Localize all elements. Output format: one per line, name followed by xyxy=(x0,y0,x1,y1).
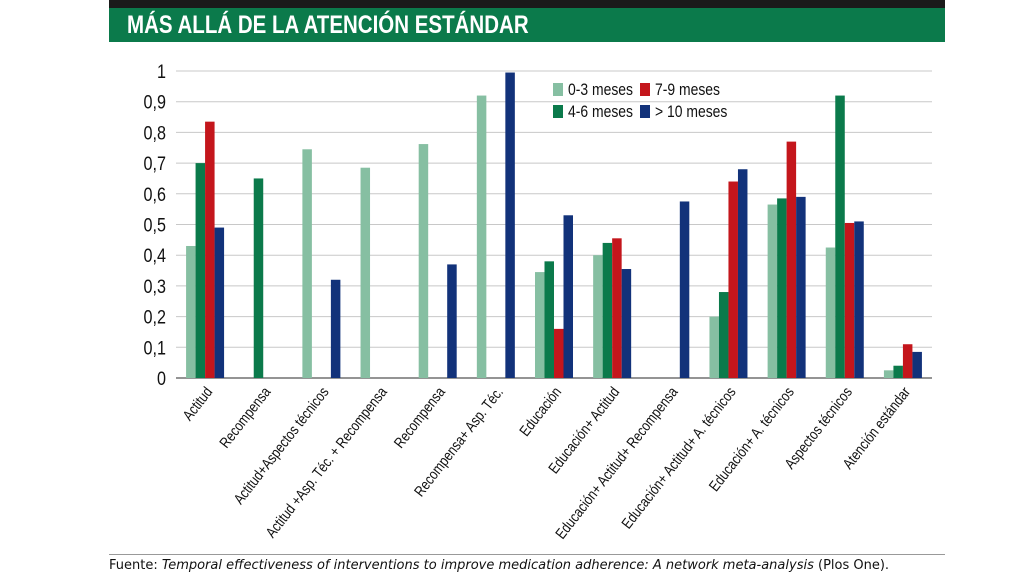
bar xyxy=(844,222,855,378)
bar xyxy=(554,328,564,378)
legend-swatch xyxy=(553,105,563,118)
bar xyxy=(214,227,225,378)
bar xyxy=(835,95,845,378)
bar xyxy=(854,221,864,378)
bar xyxy=(476,95,487,378)
bar xyxy=(205,121,215,378)
bar xyxy=(544,261,554,378)
bar xyxy=(612,238,622,378)
y-tick-label: 0,2 xyxy=(144,306,166,328)
y-tick-label: 0,1 xyxy=(144,337,166,359)
bar xyxy=(360,167,371,378)
y-tick-label: 0 xyxy=(157,368,166,390)
bar xyxy=(786,141,797,378)
legend-swatch xyxy=(640,105,650,118)
y-tick-label: 0,6 xyxy=(144,184,167,206)
bar xyxy=(593,255,603,378)
bar xyxy=(709,316,719,378)
legend-label: 0-3 meses xyxy=(568,81,633,100)
x-tick-label: Educación+ Actitud+ Recompensa xyxy=(552,384,681,542)
x-tick-label: Actitud +Asp. Téc. + Recompensa xyxy=(263,384,391,541)
y-tick-label: 0,7 xyxy=(144,153,166,175)
x-tick-label: Educación+ Actitud+ A. técnicos xyxy=(618,384,739,532)
bar xyxy=(418,144,429,378)
y-tick-label: 0,5 xyxy=(144,214,167,236)
legend-swatch xyxy=(640,83,650,96)
bar xyxy=(505,72,515,378)
legend-label: 7-9 meses xyxy=(655,81,720,100)
bar xyxy=(912,351,922,378)
bar xyxy=(767,204,778,378)
bar xyxy=(563,215,573,378)
bar xyxy=(679,201,690,378)
legend-label: > 10 meses xyxy=(655,103,728,122)
y-tick-label: 0,3 xyxy=(144,276,167,298)
y-tick-label: 0,4 xyxy=(144,245,167,267)
bar xyxy=(447,264,457,378)
header-top-strip xyxy=(109,0,945,8)
bar xyxy=(186,245,196,378)
chart-title: MÁS ALLÁ DE LA ATENCIÓN ESTÁNDAR xyxy=(127,11,529,39)
bar xyxy=(602,242,613,378)
bar xyxy=(535,272,545,378)
bar xyxy=(893,365,903,378)
y-tick-label: 0,8 xyxy=(144,122,167,144)
bar xyxy=(825,247,836,378)
x-tick-label: Actitud xyxy=(180,384,216,424)
x-tick-label: Recompensa xyxy=(391,384,449,451)
header-bar: MÁS ALLÁ DE LA ATENCIÓN ESTÁNDAR xyxy=(109,8,945,42)
x-tick-label: Recompensa xyxy=(216,384,274,451)
bar xyxy=(718,292,729,378)
source-note: Fuente: Temporal effectiveness of interv… xyxy=(109,554,945,573)
x-tick-label: Educación xyxy=(516,384,564,439)
legend-label: 4-6 meses xyxy=(568,103,633,122)
y-tick-label: 0,9 xyxy=(144,91,166,113)
bar xyxy=(195,163,206,378)
legend-swatch xyxy=(553,83,563,96)
y-tick-label: 1 xyxy=(157,61,166,83)
source-suffix: (Plos One). xyxy=(813,558,890,573)
bar xyxy=(883,370,894,378)
bar xyxy=(253,178,264,378)
bar xyxy=(737,169,748,378)
bar xyxy=(330,279,341,378)
source-title: Temporal effectiveness of interventions … xyxy=(161,558,814,573)
bar xyxy=(621,269,632,378)
bar xyxy=(302,149,312,378)
source-prefix: Fuente: xyxy=(109,558,162,573)
bar xyxy=(902,344,913,378)
bar xyxy=(796,196,806,378)
bar xyxy=(728,181,738,378)
bar xyxy=(777,198,787,378)
